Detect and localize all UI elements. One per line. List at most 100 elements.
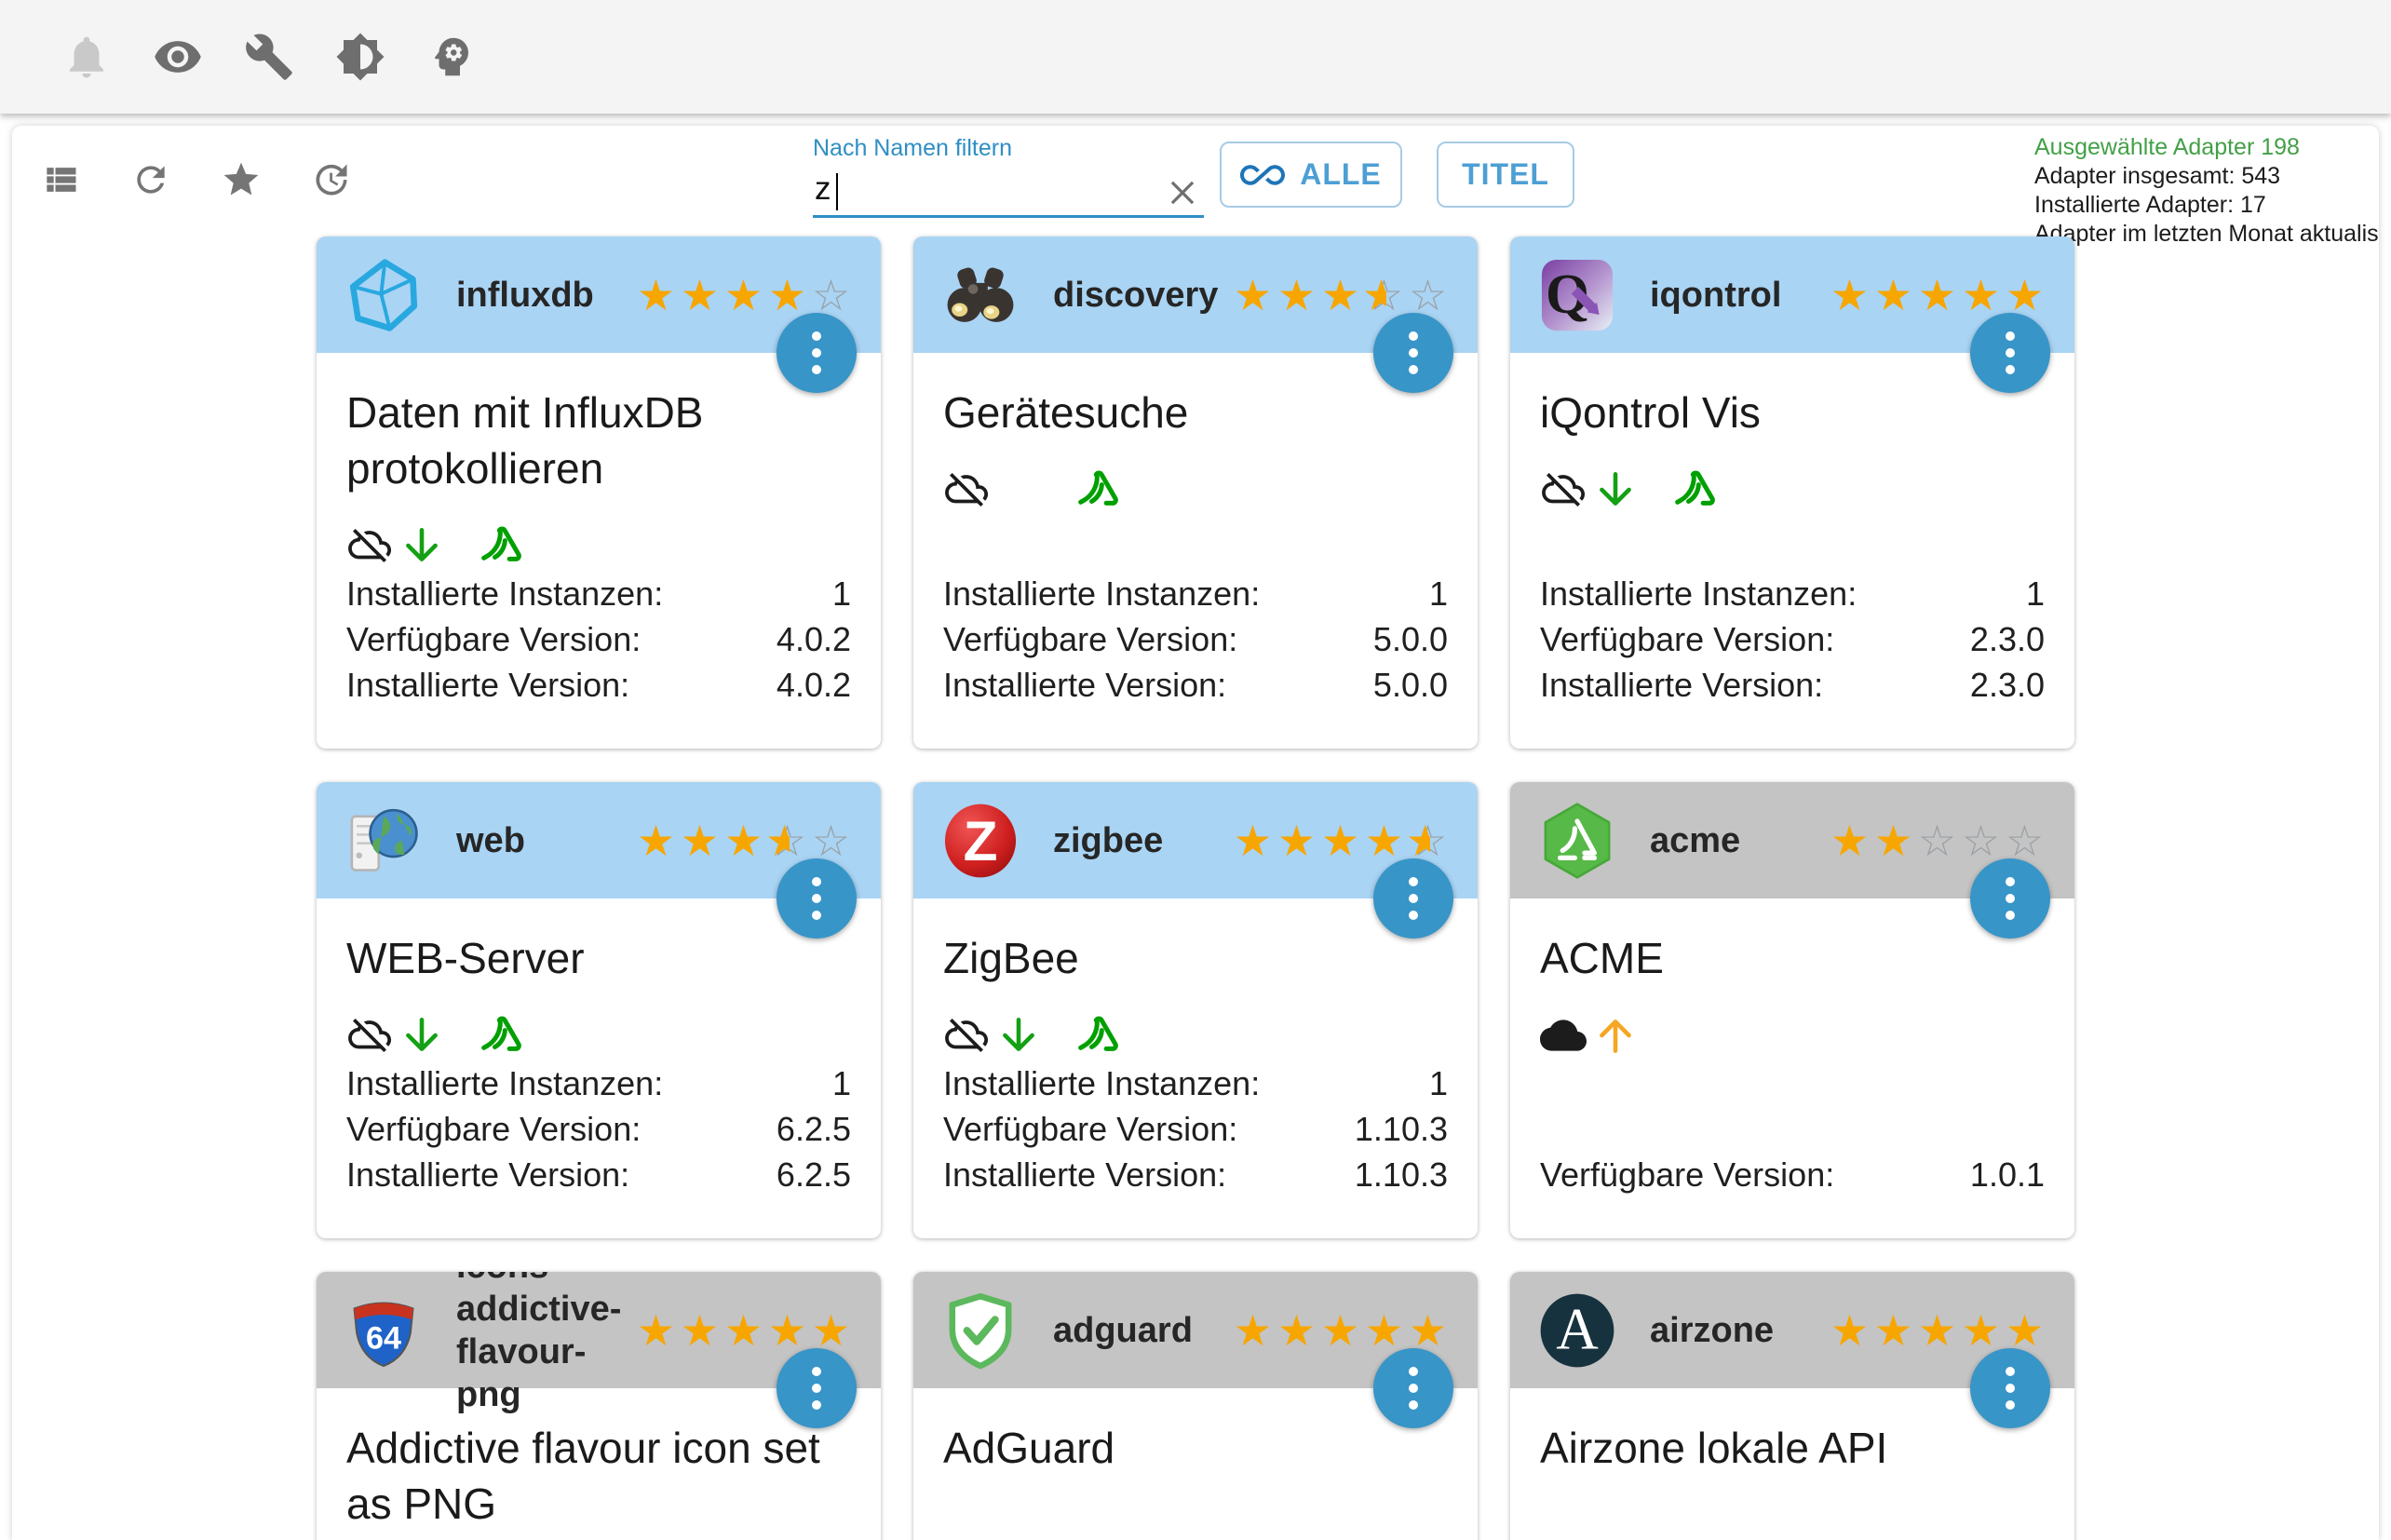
info-value: 1 bbox=[831, 574, 851, 613]
star-full-icon: ★ bbox=[1917, 1305, 1957, 1355]
info-value: 1 bbox=[1428, 1064, 1448, 1102]
update-icon-button[interactable] bbox=[311, 159, 352, 200]
star-full-icon: ★ bbox=[1277, 270, 1317, 319]
info-value: 2.3.0 bbox=[1969, 620, 2045, 658]
psychology-icon-button[interactable] bbox=[426, 32, 477, 82]
stats-line: Adapter im letzten Monat aktualisiert: 2… bbox=[2034, 221, 2379, 247]
page-header-row: Nach Namen filtern ALLE TITEL Ausgewählt… bbox=[12, 126, 2379, 247]
refresh-icon-button[interactable] bbox=[130, 159, 171, 200]
adapter-card-header: acme ★ ★ ☆ ☆ ☆ bbox=[1510, 782, 2074, 939]
info-row: Installierte Instanzen: 1 bbox=[346, 1060, 851, 1106]
star-full-icon: ★ bbox=[1873, 270, 1913, 319]
more-actions-button[interactable] bbox=[777, 1348, 857, 1428]
build-icon-button[interactable] bbox=[244, 32, 294, 82]
cloud-off-icon bbox=[943, 466, 995, 515]
adapter-card-body: Gerätesuche Installierte Instanzen: 1 Verf… bbox=[913, 353, 1478, 749]
info-value: 5.0.0 bbox=[1372, 620, 1448, 658]
star-full-icon: ★ bbox=[1830, 816, 1870, 865]
adapter-title: Airzone lokale API bbox=[1540, 1424, 1888, 1472]
info-value: 2.3.0 bbox=[1969, 666, 2045, 704]
info-value: 1.10.3 bbox=[1354, 1110, 1448, 1148]
sentry-icon bbox=[1075, 466, 1128, 515]
info-value: 1.0.1 bbox=[1969, 1155, 2045, 1194]
info-row: Installierte Instanzen: 1 bbox=[1540, 571, 2045, 616]
info-label: Installierte Version: bbox=[346, 1155, 630, 1194]
star-full-icon: ★ bbox=[1961, 270, 2001, 319]
view-list-icon-button[interactable] bbox=[40, 159, 81, 200]
info-row: Installierte Version: 4.0.2 bbox=[346, 662, 851, 708]
rating-stars: ★ ★ ☆ ☆ ☆ bbox=[1828, 817, 2047, 865]
star-full-icon: ★ bbox=[767, 270, 807, 319]
sort-title-label: TITEL bbox=[1462, 157, 1549, 191]
more-actions-button[interactable] bbox=[1970, 1348, 2050, 1428]
more-actions-button[interactable] bbox=[1373, 858, 1453, 939]
adapter-card-body: Airzone lokale API bbox=[1510, 1388, 2074, 1540]
info-row: Installierte Version: 5.0.0 bbox=[943, 662, 1448, 708]
info-value: 5.0.0 bbox=[1372, 666, 1448, 704]
sentry-icon bbox=[479, 1012, 531, 1060]
adapter-name: acme bbox=[1650, 820, 1741, 860]
influxdb-logo bbox=[344, 256, 423, 334]
clear-filter-button[interactable] bbox=[1165, 175, 1200, 210]
info-row: Installierte Instanzen: 1 bbox=[943, 571, 1448, 616]
svg-text:Z: Z bbox=[964, 809, 998, 872]
cloud-icon bbox=[1540, 1012, 1592, 1060]
star-full-icon: ★ bbox=[1830, 270, 1870, 319]
notifications-icon-button[interactable] bbox=[61, 32, 112, 82]
star-full-icon: ★ bbox=[680, 1305, 720, 1355]
sentry-icon bbox=[1075, 1012, 1128, 1060]
info-label: Installierte Version: bbox=[943, 666, 1227, 704]
adapter-title: ZigBee bbox=[943, 934, 1079, 982]
adapter-title: ACME bbox=[1540, 934, 1664, 982]
adapter-card-discovery: discovery ★ ★ ★ ☆ ★ ☆ Gerätesuche Installiert… bbox=[913, 236, 1478, 749]
more-actions-button[interactable] bbox=[777, 858, 857, 939]
star-full-icon: ★ bbox=[723, 816, 763, 865]
star-full-icon: ★ bbox=[680, 270, 720, 319]
info-label: Installierte Instanzen: bbox=[943, 574, 1261, 613]
star-full-icon: ★ bbox=[723, 1305, 763, 1355]
adapter-info: Installierte Instanzen: 1 Verfügbare Versi… bbox=[346, 571, 851, 708]
rating-stars: ★ ★ ★ ★ ★ bbox=[1828, 1306, 2047, 1355]
adapter-card-header: Q iqontrol ★ ★ ★ ★ ★ bbox=[1510, 236, 2074, 393]
cloud-off-icon bbox=[346, 1012, 398, 1060]
sentry-icon bbox=[479, 522, 531, 571]
info-label: Verfügbare Version: bbox=[1540, 620, 1835, 658]
web-logo bbox=[344, 802, 423, 880]
more-vert-icon bbox=[812, 331, 821, 341]
adapter-card-zigbee: Z zigbee ★ ★ ★ ★ ☆ ★ ZigBee Installierte Inst… bbox=[913, 782, 1478, 1238]
adapter-card-iqontrol: Q iqontrol ★ ★ ★ ★ ★ iQontrol Vis Installier… bbox=[1510, 236, 2074, 749]
view-toolbar bbox=[40, 159, 352, 200]
iqontrol-logo: Q bbox=[1538, 256, 1616, 334]
more-actions-button[interactable] bbox=[1373, 1348, 1453, 1428]
visibility-icon-button[interactable] bbox=[153, 32, 203, 82]
more-actions-button[interactable] bbox=[777, 313, 857, 393]
arrow-down-icon bbox=[995, 1012, 1047, 1060]
star-icon-button[interactable] bbox=[221, 159, 262, 200]
filter-input[interactable] bbox=[813, 168, 1204, 215]
adapter-name: discovery bbox=[1053, 275, 1219, 315]
sort-title-button[interactable]: TITEL bbox=[1437, 142, 1574, 208]
info-row: Verfügbare Version: 2.3.0 bbox=[1540, 616, 2045, 662]
adapter-title: Gerätesuche bbox=[943, 388, 1189, 437]
info-row: Verfügbare Version: 6.2.5 bbox=[346, 1106, 851, 1152]
stats-panel: Ausgewählte Adapter 198 Adapter insgesamt… bbox=[2034, 133, 2379, 249]
more-vert-icon bbox=[2006, 1367, 2015, 1376]
more-actions-button[interactable] bbox=[1373, 313, 1453, 393]
more-actions-button[interactable] bbox=[1970, 313, 2050, 393]
star-full-icon: ★ bbox=[2005, 270, 2045, 319]
star-full-icon: ★ bbox=[2005, 1305, 2045, 1355]
arrow-down-icon bbox=[398, 522, 451, 571]
filter-all-button[interactable]: ALLE bbox=[1220, 142, 1402, 208]
filter-field: Nach Namen filtern bbox=[813, 135, 1204, 218]
more-vert-icon bbox=[2006, 331, 2015, 341]
adapter-title: Addictive flavour icon set as PNG bbox=[346, 1424, 820, 1528]
more-vert-icon bbox=[812, 1367, 821, 1376]
info-label: Installierte Version: bbox=[1540, 666, 1824, 704]
brightness-icon-button[interactable] bbox=[335, 32, 385, 82]
info-value: 6.2.5 bbox=[776, 1110, 851, 1148]
adapter-card-header: A airzone ★ ★ ★ ★ ★ bbox=[1510, 1272, 2074, 1428]
more-actions-button[interactable] bbox=[1970, 858, 2050, 939]
more-vert-icon bbox=[1409, 877, 1418, 886]
info-row: Verfügbare Version: 4.0.2 bbox=[346, 616, 851, 662]
star-empty-icon: ☆ bbox=[2005, 816, 2045, 865]
